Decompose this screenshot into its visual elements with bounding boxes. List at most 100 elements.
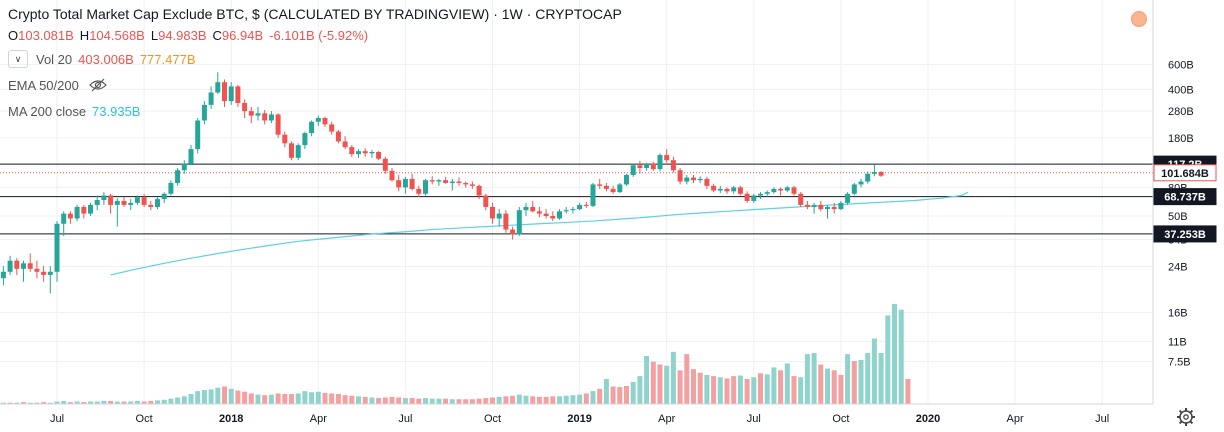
candle-body (851, 184, 857, 194)
legend: Crypto Total Market Cap Exclude BTC, $ (… (8, 6, 622, 121)
price-tag-box (1153, 188, 1217, 206)
candle-body (798, 193, 804, 205)
y-tick-label: 600B (1168, 60, 1194, 72)
candle-body (242, 102, 248, 112)
volume-bar (181, 396, 187, 404)
volume-bar (41, 402, 47, 404)
volume-bar (758, 373, 763, 404)
candle-body (784, 187, 790, 191)
volume-bar (268, 394, 274, 404)
volume-bar (670, 351, 676, 404)
candle-body (436, 180, 442, 182)
volume-bar (74, 401, 80, 404)
candle-body (121, 200, 127, 205)
candle-body (838, 202, 844, 210)
volume-bar (161, 399, 167, 404)
volume-bar (905, 379, 911, 404)
volume-bar (858, 359, 864, 404)
candle-body (751, 195, 757, 201)
volume-bar (557, 396, 562, 404)
candle-body (536, 211, 542, 214)
candle-body (134, 197, 140, 203)
candle-body (825, 206, 830, 210)
x-tick-label: Oct (136, 413, 153, 425)
candle-body (423, 180, 428, 194)
eye-hidden-icon[interactable] (88, 78, 107, 92)
candle-body (416, 188, 422, 194)
volume-bar (751, 377, 757, 404)
ema-indicator[interactable]: EMA 50/200 (8, 75, 622, 95)
volume-indicator[interactable]: ∨ Vol 20 403.006B 777.477B (8, 49, 622, 69)
candle-body (510, 229, 516, 235)
candle-body (362, 151, 368, 154)
candle-body (255, 113, 261, 116)
candle-body (21, 263, 26, 269)
volume-bar (369, 397, 375, 404)
candle-body (590, 184, 596, 206)
candle-body (248, 111, 254, 116)
volume-bar (798, 377, 804, 404)
volume-bar (416, 398, 422, 404)
volume-bar (711, 376, 717, 404)
x-tick-label: 2019 (567, 413, 591, 425)
candle-body (550, 216, 556, 219)
candle-body (47, 271, 53, 275)
candle-body (88, 204, 93, 214)
gear-icon[interactable] (1176, 407, 1196, 427)
volume-bar (134, 400, 140, 404)
x-tick-label: Jul (747, 413, 761, 425)
x-tick-label: Oct (832, 413, 849, 425)
candle-body (516, 210, 522, 235)
ma-indicator-label: MA 200 close (8, 103, 87, 119)
volume-bar (717, 377, 723, 404)
candle-body (396, 180, 402, 188)
candle-body (141, 197, 147, 205)
candle-body (818, 204, 824, 210)
notification-dot-icon[interactable] (1131, 11, 1147, 27)
volume-bar (483, 398, 489, 404)
volume-bar (490, 397, 495, 404)
volume-bar (302, 391, 308, 404)
candle-body (657, 155, 663, 170)
x-tick-label: 2020 (916, 413, 940, 425)
candle-body (0, 271, 6, 279)
y-tick-label: 280B (1168, 106, 1194, 118)
volume-bar (356, 396, 361, 404)
volume-bar (228, 388, 234, 404)
candle-body (871, 171, 877, 174)
candle-body (530, 206, 536, 212)
volume-bar (463, 399, 469, 404)
volume-bar (289, 394, 294, 404)
volume-bar (121, 401, 127, 404)
ma-indicator[interactable]: MA 200 close 73.935B (8, 101, 622, 121)
volume-bar (402, 398, 408, 404)
volume-bar (54, 401, 60, 404)
volume-bar (543, 396, 549, 404)
candle-body (771, 188, 777, 193)
candle-body (603, 185, 609, 189)
volume-bar (235, 390, 241, 404)
volume-bar (188, 394, 194, 404)
x-tick-label: Oct (484, 413, 501, 425)
volume-bar (664, 365, 670, 404)
volume-bar (242, 391, 248, 404)
chevron-down-icon[interactable]: ∨ (8, 50, 28, 68)
candle-body (54, 223, 60, 272)
candle-body (737, 187, 743, 194)
volume-bar (67, 402, 73, 404)
candle-body (61, 213, 67, 224)
volume-bar (644, 355, 650, 404)
candle-body (429, 180, 435, 182)
candle-body (14, 260, 20, 269)
candle-body (449, 181, 455, 183)
volume-bar (516, 394, 522, 404)
candle-body (315, 117, 321, 122)
price-axis-bg (1153, 0, 1224, 432)
volume-bar (771, 367, 777, 404)
candle-body (597, 184, 603, 186)
candle-body (691, 177, 696, 181)
candle-body (195, 120, 201, 150)
volume-bar (114, 401, 120, 404)
